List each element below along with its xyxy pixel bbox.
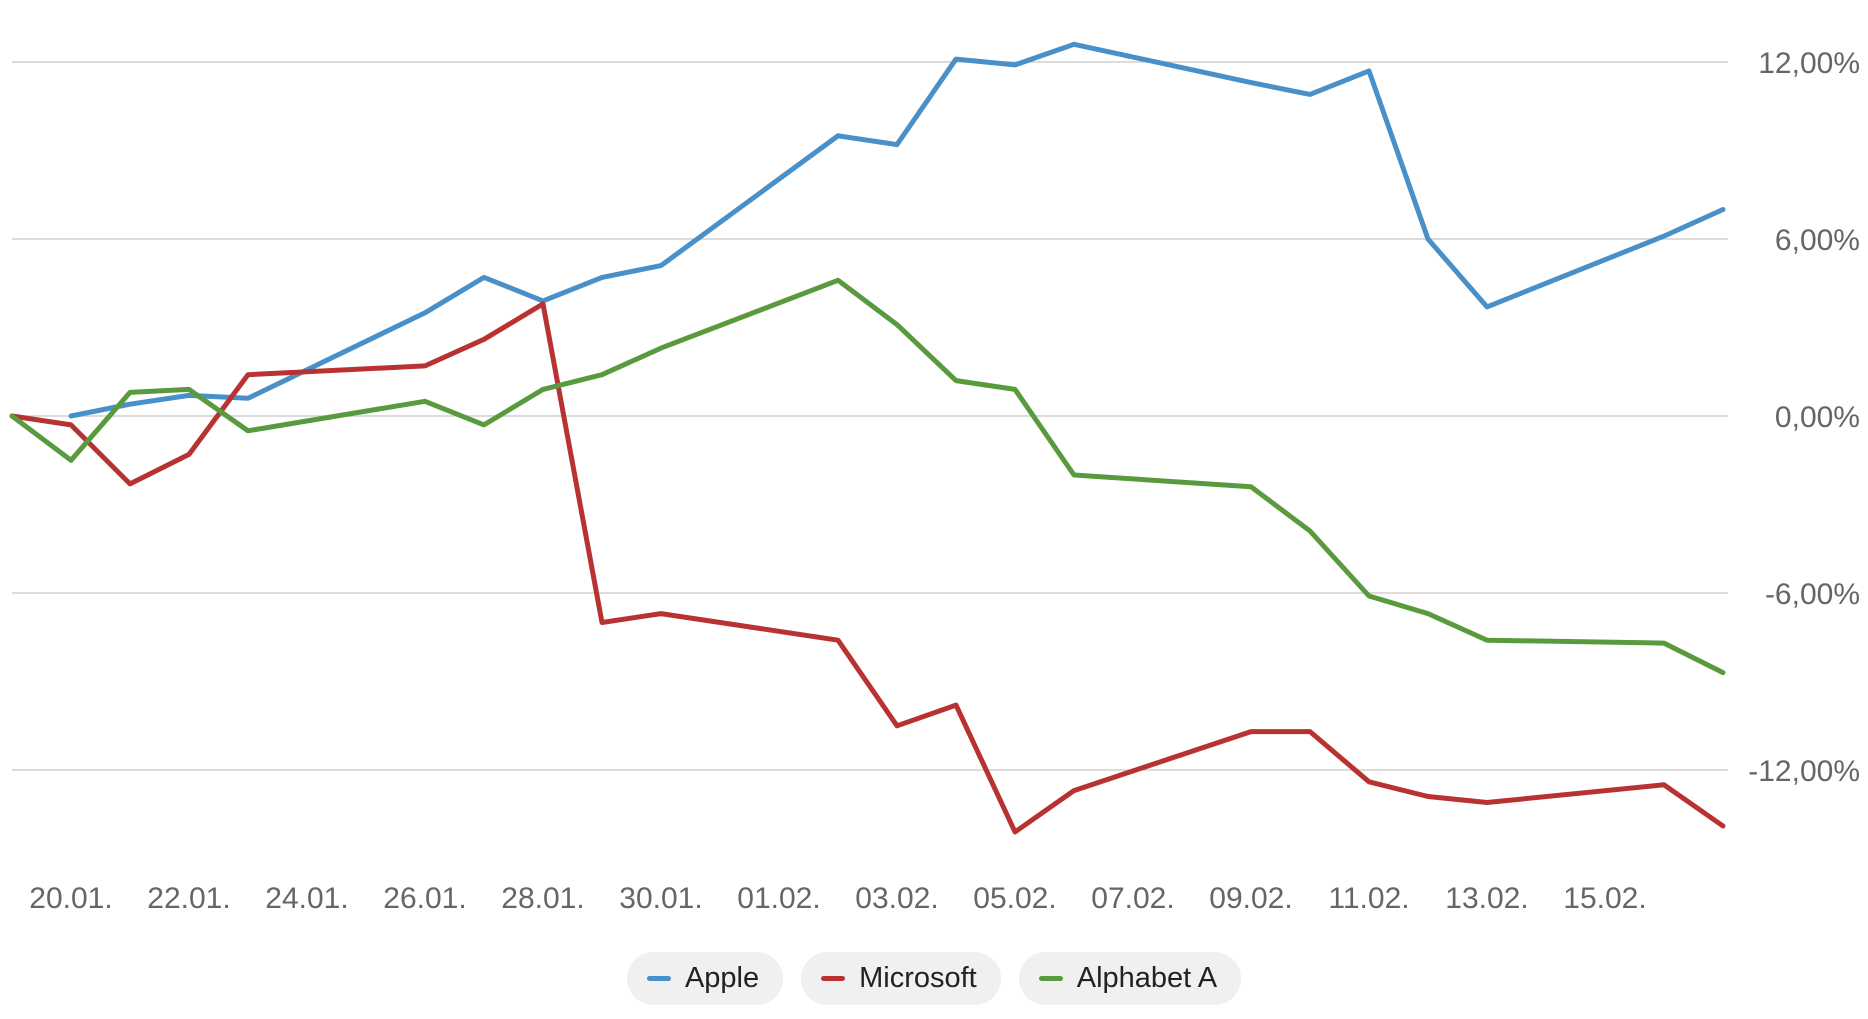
y-tick-label: -6,00% [1765,578,1860,611]
x-tick-label: 01.02. [737,882,820,915]
y-tick-label: -12,00% [1748,755,1860,788]
x-tick-label: 09.02. [1209,882,1292,915]
y-tick-label: 6,00% [1775,224,1860,257]
gridlines [12,61,1728,771]
legend-label: Apple [684,962,760,994]
legend: Apple Microsoft Alphabet A [0,952,1868,1005]
x-tick-label: 07.02. [1091,882,1174,915]
legend-item-microsoft[interactable]: Microsoft [801,952,1001,1005]
x-tick-label: 26.01. [383,882,466,915]
x-tick-label: 28.01. [501,882,584,915]
x-tick-label: 11.02. [1328,882,1409,915]
legend-swatch [646,976,671,981]
y-tick-label: 12,00% [1758,47,1860,80]
y-tick-label: 0,00% [1775,401,1860,434]
x-tick-label: 13.02. [1445,882,1528,915]
legend-swatch [821,976,846,981]
series-lines [9,41,1726,835]
x-tick-label: 20.01. [29,882,112,915]
series-line-microsoft [9,301,1726,835]
x-tick-label: 15.02. [1563,882,1646,915]
line-chart: 12,00% 6,00% 0,00% -6,00% -12,00% 20.01. 22.0… [9,41,1860,915]
legend-swatch [1038,976,1063,981]
x-tick-label: 30.01. [619,882,702,915]
legend-item-apple[interactable]: Apple [626,952,784,1005]
series-line-apple [68,41,1726,419]
x-tick-label: 24.01. [265,882,348,915]
legend-item-alphabet-a[interactable]: Alphabet A [1018,952,1242,1005]
legend-label: Microsoft [859,962,977,994]
series-line-alphabet-a [9,277,1726,676]
x-tick-label: 05.02. [973,882,1056,915]
legend-label: Alphabet A [1076,962,1218,994]
y-axis: 12,00% 6,00% 0,00% -6,00% -12,00% [1748,47,1860,788]
x-tick-label: 22.01. [147,882,230,915]
x-axis: 20.01. 22.01. 24.01. 26.01. 28.01. 30.01. 01.0… [29,882,1646,915]
x-tick-label: 03.02. [855,882,938,915]
